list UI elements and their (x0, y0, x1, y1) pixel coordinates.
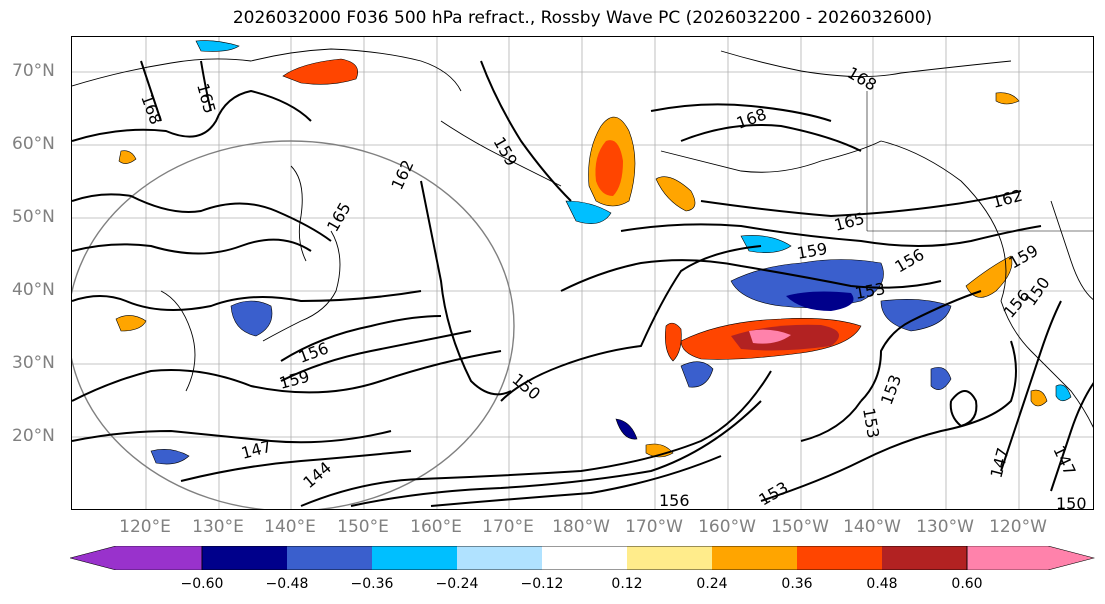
colorbar-min-extension-triangle (70, 546, 203, 570)
contour-label: 147 (987, 446, 1013, 480)
lon-label-120e: 120°E (119, 517, 171, 537)
contour-label: 159 (277, 367, 311, 393)
lon-label-160w: 160°W (698, 517, 756, 537)
contour-label: 159 (795, 239, 828, 263)
contour-label: 165 (193, 81, 219, 115)
wave-packet-circle (72, 140, 515, 509)
lon-label-120w: 120°W (989, 517, 1047, 537)
lon-label-140e: 140°E (264, 517, 316, 537)
colorbar (70, 546, 1095, 570)
contour-label: 168 (137, 92, 165, 127)
contour-label: 153 (877, 372, 905, 407)
map-panel: 168 165 168 168 159 162 165 162 165 159 … (71, 36, 1094, 510)
contour-label: 156 (892, 245, 928, 277)
coastlines (72, 48, 1093, 428)
contour-label: 153 (853, 279, 886, 303)
colorbar-tick: 0.12 (611, 576, 643, 592)
colorbar-bin (457, 546, 542, 570)
contour-label: 147 (239, 437, 273, 463)
colorbar-tick: −0.36 (350, 576, 394, 592)
lon-label-130e: 130°E (192, 517, 244, 537)
map-canvas: 168 165 168 168 159 162 165 162 165 159 … (72, 37, 1093, 510)
contour-label: 168 (844, 63, 880, 95)
colorbar-tick: 0.48 (866, 576, 898, 592)
graticule (72, 37, 1093, 509)
lat-label-20n: 20°N (12, 426, 55, 446)
contour-label: 162 (387, 157, 417, 193)
colorbar-bin (797, 546, 882, 570)
colorbar-bin (372, 546, 457, 570)
lon-label-170e: 170°E (482, 517, 534, 537)
contour-label: 165 (832, 209, 866, 235)
contour-label: 153 (859, 406, 883, 439)
colorbar-tick: −0.60 (180, 576, 224, 592)
lon-label-140w: 140°W (843, 517, 901, 537)
colorbar-bin (627, 546, 712, 570)
contour-label: 156 (659, 491, 690, 510)
lon-label-150e: 150°E (337, 517, 389, 537)
lat-label-30n: 30°N (12, 353, 55, 373)
lat-label-60n: 60°N (12, 134, 55, 154)
lat-label-70n: 70°N (12, 61, 55, 81)
contour-label: 144 (299, 458, 335, 492)
colorbar-tick: 0.24 (696, 576, 728, 592)
lon-label-160e: 160°E (410, 517, 462, 537)
colorbar-tick: −0.12 (520, 576, 564, 592)
anomaly-shading (115, 40, 1072, 465)
lat-label-50n: 50°N (12, 207, 55, 227)
lon-label-150w: 150°W (771, 517, 829, 537)
colorbar-bin (542, 546, 627, 570)
contour-label: 147 (1049, 443, 1079, 479)
lat-label-40n: 40°N (12, 280, 55, 300)
lon-label-130w: 130°W (916, 517, 974, 537)
colorbar-bin (882, 546, 967, 570)
contour-label: 153 (756, 478, 792, 510)
colorbar-bin (712, 546, 797, 570)
colorbar-tick: 0.36 (781, 576, 813, 592)
colorbar-tick: 0.60 (951, 576, 983, 592)
colorbar-tick: −0.24 (435, 576, 479, 592)
colorbar-tick: −0.48 (265, 576, 309, 592)
colorbar-max-extension-triangle (966, 546, 1095, 570)
height-contours (72, 60, 1093, 507)
colorbar-bin (202, 546, 287, 570)
colorbar-bin (287, 546, 372, 570)
contour-label: 150 (1056, 494, 1087, 510)
contour-label: 168 (734, 104, 769, 132)
lon-label-170w: 170°W (625, 517, 683, 537)
contour-label: 165 (323, 199, 355, 235)
figure-title: 2026032000 F036 500 hPa refract., Rossby… (232, 8, 933, 28)
lon-label-180w: 180°W (552, 517, 610, 537)
